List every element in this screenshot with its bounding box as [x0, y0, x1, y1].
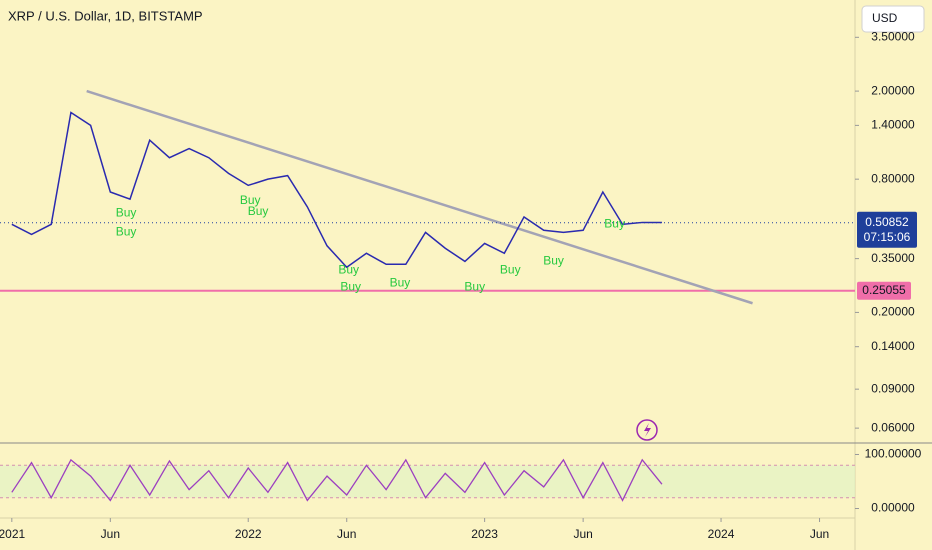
buy-signal: Buy — [338, 262, 359, 276]
y-tick-label: 0.14000 — [871, 339, 915, 353]
buy-signal: Buy — [543, 254, 564, 268]
price-line — [11, 111, 662, 269]
buy-signal: Buy — [116, 225, 137, 239]
y-tick-label: 0.09000 — [871, 381, 915, 395]
buy-signal: Buy — [248, 204, 269, 218]
level-label: 0.25055 — [862, 283, 906, 297]
currency-button[interactable] — [861, 5, 925, 33]
y-tick-label: 0.06000 — [871, 420, 915, 434]
osc-tick-label: 100.00000 — [865, 447, 922, 461]
buy-signal: Buy — [340, 279, 361, 293]
buy-signal: Buy — [464, 279, 485, 293]
oscillator-line — [11, 458, 663, 502]
y-tick-label: 3.50000 — [871, 29, 915, 43]
x-tick-label: 2022 — [235, 527, 262, 541]
x-tick-label: Jun — [337, 527, 356, 541]
countdown: 07:15:06 — [864, 230, 911, 244]
trend-line — [86, 89, 753, 305]
buy-signal: Buy — [116, 206, 137, 220]
osc-tick-label: 0.00000 — [871, 501, 915, 515]
last-price-tag — [857, 211, 917, 248]
y-tick-label: 0.80000 — [871, 171, 915, 185]
y-tick-label: 0.20000 — [871, 305, 915, 319]
event-icon[interactable] — [636, 419, 658, 441]
buy-signal: Buy — [604, 217, 625, 231]
x-tick-label: 2023 — [471, 527, 498, 541]
event-icon-bolt — [644, 423, 651, 437]
last-price-label: 0.50852 — [865, 215, 909, 229]
level-tag — [857, 281, 911, 300]
x-tick-label: Jun — [573, 527, 592, 541]
chart-title: XRP / U.S. Dollar, 1D, BITSTAMP — [8, 8, 203, 23]
currency-label[interactable]: USD — [872, 11, 898, 25]
x-tick-label: 2024 — [708, 527, 735, 541]
y-tick-label: 0.35000 — [871, 251, 915, 265]
buy-signal: Buy — [500, 262, 521, 276]
x-tick-label: Jun — [810, 527, 829, 541]
y-tick-label: 1.40000 — [871, 118, 915, 132]
y-tick-label: 2.00000 — [871, 83, 915, 97]
x-tick-label: Jun — [101, 527, 120, 541]
buy-signal: Buy — [390, 276, 411, 290]
x-tick-label: 2021 — [0, 527, 25, 541]
osc-band-fill — [0, 465, 855, 498]
buy-signal: Buy — [240, 193, 261, 207]
